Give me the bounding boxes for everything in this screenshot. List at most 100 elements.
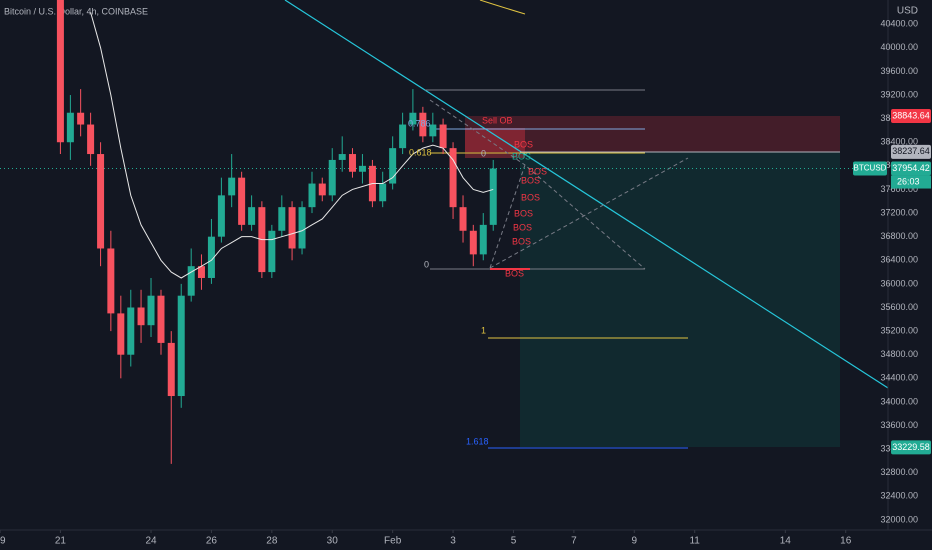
annotation: BOS xyxy=(514,139,533,149)
annotation: BOS xyxy=(513,222,532,232)
annotation: BOS xyxy=(514,208,533,218)
annotation: BOS xyxy=(512,151,531,161)
symbol-box xyxy=(853,161,887,176)
y-tick-label: 33600.00 xyxy=(880,420,918,430)
y-tick-label: 36000.00 xyxy=(880,278,918,288)
candle-body xyxy=(389,148,397,184)
candle-body xyxy=(147,295,155,326)
annotation: 0.618 xyxy=(409,147,432,157)
countdown-box xyxy=(891,175,931,189)
candle-body xyxy=(439,124,447,149)
y-tick-label: 36800.00 xyxy=(880,231,918,241)
candle-body xyxy=(127,307,135,355)
y-tick-label: 38400.00 xyxy=(880,137,918,147)
candle-body xyxy=(217,195,225,237)
candle-body xyxy=(177,295,185,397)
y-tick-label: 40400.00 xyxy=(880,19,918,29)
x-tick-label: 26 xyxy=(206,536,218,547)
y-tick-label: 37600.00 xyxy=(880,184,918,194)
title: Bitcoin / U.S. Dollar, 4h, COINBASE xyxy=(4,6,148,16)
y-tick-label: 37200.00 xyxy=(880,207,918,217)
x-tick-label: 11 xyxy=(689,536,700,547)
candle-body xyxy=(489,168,497,225)
candle-body xyxy=(228,177,236,196)
candle-body xyxy=(288,207,296,249)
candle-body xyxy=(77,112,85,125)
candle-body xyxy=(308,183,316,208)
candle-body xyxy=(87,124,95,155)
candle-body xyxy=(238,177,246,225)
y-tick-label: 39600.00 xyxy=(880,66,918,76)
candle-body xyxy=(469,230,477,255)
candle-body xyxy=(137,307,145,326)
candle-body xyxy=(248,207,256,225)
trend-line xyxy=(284,0,889,389)
candle-body xyxy=(449,148,457,208)
projection xyxy=(429,99,689,270)
currency: USD xyxy=(897,6,918,17)
x-tick-label: 5 xyxy=(511,536,517,547)
x-tick-label: 21 xyxy=(55,536,67,547)
x-tick-label: 14 xyxy=(780,536,792,547)
annotation: BOS xyxy=(512,236,531,246)
candle-body xyxy=(318,183,326,196)
candle-body xyxy=(207,236,215,278)
y-tick-label: 34800.00 xyxy=(880,349,918,359)
candle-body xyxy=(56,0,64,143)
y-tick-label: 32400.00 xyxy=(880,491,918,501)
y-tick-label: 39200.00 xyxy=(880,89,918,99)
annotation: 1.618 xyxy=(466,436,489,446)
x-tick-label: 24 xyxy=(145,536,157,547)
y-tick-label: 40000.00 xyxy=(880,42,918,52)
price-label-box xyxy=(891,161,931,176)
countdown: 26:03 xyxy=(897,176,920,186)
candle-body xyxy=(268,230,276,273)
price-label: 37954.42 xyxy=(892,163,930,173)
price-label-box xyxy=(891,440,931,455)
price-label-box xyxy=(891,109,931,124)
candle-body xyxy=(167,342,175,397)
y-tick-label: 34400.00 xyxy=(880,373,918,383)
candle-body xyxy=(399,124,407,149)
candle-body xyxy=(107,248,115,314)
annotation: 0 xyxy=(481,148,486,158)
x-tick-label: Feb xyxy=(384,536,402,547)
y-tick-label: 36400.00 xyxy=(880,255,918,265)
candle-body xyxy=(459,207,467,231)
candle-body xyxy=(348,154,356,172)
candle-body xyxy=(379,183,387,202)
annotation: BOS xyxy=(505,268,524,278)
moving-average xyxy=(90,12,494,279)
x-tick-label: 28 xyxy=(266,536,278,547)
y-tick-label: 34000.00 xyxy=(880,396,918,406)
candle-body xyxy=(157,295,165,343)
candle-body xyxy=(66,112,74,143)
price-label-box xyxy=(891,144,931,159)
candle-body xyxy=(278,207,286,231)
annotation: BOS xyxy=(521,192,540,202)
price-label: 33229.58 xyxy=(892,442,930,452)
candle-body xyxy=(429,124,437,137)
candle-body xyxy=(97,154,105,249)
target-zone xyxy=(520,152,840,447)
x-tick-label: 30 xyxy=(327,536,339,547)
x-tick-label: 7 xyxy=(571,536,577,547)
y-tick-label: 35200.00 xyxy=(880,325,918,335)
x-tick-label: 19 xyxy=(0,536,6,547)
annotation: 1 xyxy=(481,325,486,335)
y-tick-label: 35600.00 xyxy=(880,302,918,312)
candle-body xyxy=(409,112,417,125)
x-tick-label: 16 xyxy=(840,536,852,547)
x-tick-label: 3 xyxy=(450,536,456,547)
symbol: BTCUSD xyxy=(854,164,887,173)
candle-body xyxy=(338,154,346,160)
annotation: 0.786 xyxy=(408,118,431,128)
annotation: BOS xyxy=(521,175,540,185)
price-label: 38843.64 xyxy=(892,110,930,120)
candle-body xyxy=(187,266,195,296)
y-tick-label: 32800.00 xyxy=(880,467,918,477)
annotation: 0 xyxy=(424,259,429,269)
annotation: BOS xyxy=(528,166,547,176)
